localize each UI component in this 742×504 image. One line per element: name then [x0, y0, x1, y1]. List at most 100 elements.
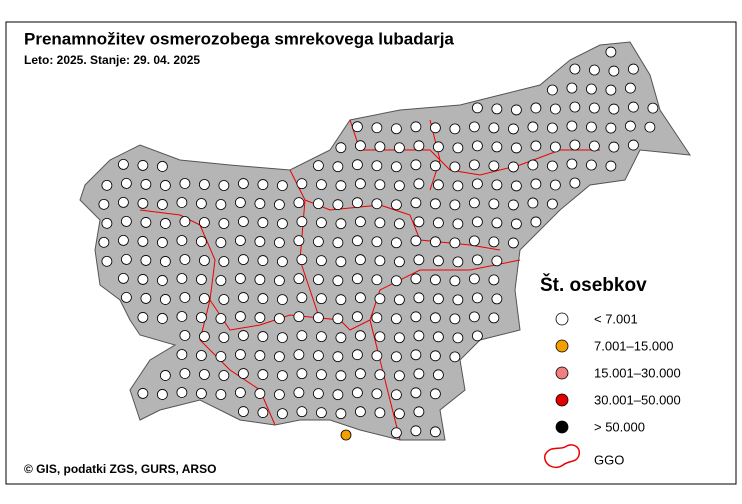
- trap-site: [468, 197, 480, 209]
- trap-site: [354, 178, 366, 190]
- trap-site: [120, 253, 132, 265]
- trap-site: [137, 388, 149, 399]
- trap-site: [605, 84, 617, 96]
- trap-site: [627, 63, 639, 75]
- trap-site: [351, 235, 363, 247]
- trap-site: [315, 407, 327, 419]
- trap-site: [390, 313, 402, 325]
- trap-site: [393, 332, 405, 344]
- trap-site: [237, 216, 249, 227]
- trap-site: [296, 406, 308, 418]
- trap-site: [371, 236, 383, 248]
- trap-site: [410, 425, 422, 437]
- trap-site: [510, 180, 522, 192]
- trap-site: [566, 120, 578, 132]
- trap-site: [471, 292, 483, 304]
- trap-site: [413, 140, 425, 152]
- trap-site: [429, 312, 441, 324]
- trap-site: [218, 370, 230, 381]
- trap-site: [530, 102, 542, 114]
- trap-site: [137, 236, 149, 247]
- trap-site: [468, 311, 480, 323]
- trap-site: [530, 178, 542, 190]
- trap-site: [218, 256, 230, 267]
- trap-site: [254, 198, 266, 209]
- trap-site: [296, 292, 308, 304]
- trap-site: [215, 275, 227, 286]
- trap-site: [276, 370, 288, 382]
- trap-site: [237, 254, 249, 265]
- trap-site: [237, 330, 249, 341]
- trap-site: [468, 273, 480, 285]
- trap-site: [335, 142, 347, 154]
- legend-symbol: [555, 366, 569, 380]
- trap-site: [234, 197, 246, 208]
- trap-site: [159, 370, 171, 381]
- trap-site: [335, 256, 347, 268]
- trap-site: [179, 216, 191, 227]
- trap-site: [471, 102, 483, 114]
- trap-site: [452, 332, 464, 344]
- trap-site: [137, 312, 149, 323]
- trap-site: [413, 406, 425, 418]
- trap-site: [176, 235, 188, 246]
- trap-site: [159, 294, 171, 305]
- legend-symbol: [555, 393, 569, 407]
- legend-symbol: [555, 420, 569, 434]
- trap-site: [491, 103, 503, 115]
- trap-site: [354, 216, 366, 228]
- trap-site: [273, 313, 285, 325]
- trap-site: [234, 235, 246, 246]
- trap-site: [101, 217, 113, 229]
- trap-site: [432, 369, 444, 381]
- trap-site: [410, 311, 422, 323]
- trap-site: [374, 407, 386, 419]
- trap-site: [371, 122, 383, 134]
- trap-site: [237, 368, 249, 379]
- trap-site: [624, 82, 636, 94]
- trap-site: [488, 198, 500, 210]
- trap-site: [569, 139, 581, 151]
- legend-label: GGO: [594, 452, 624, 467]
- trap-site: [432, 255, 444, 267]
- trap-site: [276, 180, 288, 192]
- trap-site: [198, 179, 210, 190]
- trap-site: [354, 406, 366, 418]
- trap-site: [432, 331, 444, 343]
- trap-site: [140, 255, 152, 266]
- trap-site: [432, 179, 444, 191]
- trap-site: [218, 218, 230, 229]
- trap-site: [647, 102, 659, 114]
- trap-site: [449, 199, 461, 211]
- trap-site: [156, 237, 168, 248]
- trap-site: [215, 199, 227, 210]
- trap-site: [491, 141, 503, 153]
- trap-site: [234, 273, 246, 284]
- trap-site: [413, 330, 425, 342]
- trap-site: [315, 179, 327, 191]
- trap-site: [332, 313, 344, 325]
- trap-site: [257, 179, 269, 190]
- trap-site: [195, 388, 207, 399]
- trap-site: [429, 236, 441, 248]
- trap-site: [257, 407, 269, 418]
- trap-site: [468, 121, 480, 133]
- trap-site: [452, 180, 464, 192]
- trap-site: [429, 122, 441, 134]
- trap-site: [468, 235, 480, 247]
- trap-site: [354, 368, 366, 380]
- trap-site: [335, 294, 347, 306]
- trap-site: [585, 121, 597, 133]
- ggo-boundary: [369, 319, 401, 441]
- legend-symbol: [555, 339, 569, 353]
- trap-site: [332, 351, 344, 363]
- trap-site: [215, 237, 227, 248]
- trap-site: [195, 198, 207, 209]
- map-title: Prenamnožitev osmerozobega smrekovega lu…: [24, 29, 454, 48]
- trap-site: [410, 197, 422, 209]
- trap-site: [218, 294, 230, 305]
- trap-site: [257, 255, 269, 266]
- trap-site: [234, 349, 246, 360]
- trap-site: [452, 294, 464, 306]
- trap-site: [585, 83, 597, 95]
